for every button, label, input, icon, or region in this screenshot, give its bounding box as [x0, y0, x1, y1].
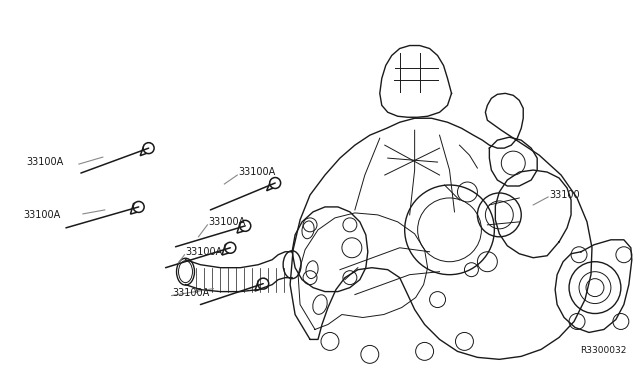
Circle shape [240, 220, 251, 231]
Circle shape [133, 202, 144, 212]
Text: R3300032: R3300032 [580, 346, 627, 355]
Circle shape [258, 278, 269, 289]
Text: 33100A: 33100A [238, 167, 276, 177]
Text: 33100A: 33100A [209, 217, 246, 227]
Text: 33100A: 33100A [186, 247, 223, 257]
Circle shape [143, 143, 154, 154]
Polygon shape [255, 278, 265, 291]
Polygon shape [237, 221, 247, 233]
Polygon shape [267, 178, 277, 191]
Text: 33100A: 33100A [23, 210, 60, 220]
Text: 33100A: 33100A [173, 288, 210, 298]
Text: 33100A: 33100A [26, 157, 63, 167]
Polygon shape [140, 143, 150, 156]
Polygon shape [222, 243, 232, 255]
Text: 33100: 33100 [549, 190, 580, 200]
Circle shape [225, 242, 236, 253]
Polygon shape [131, 202, 140, 214]
Circle shape [269, 177, 281, 189]
